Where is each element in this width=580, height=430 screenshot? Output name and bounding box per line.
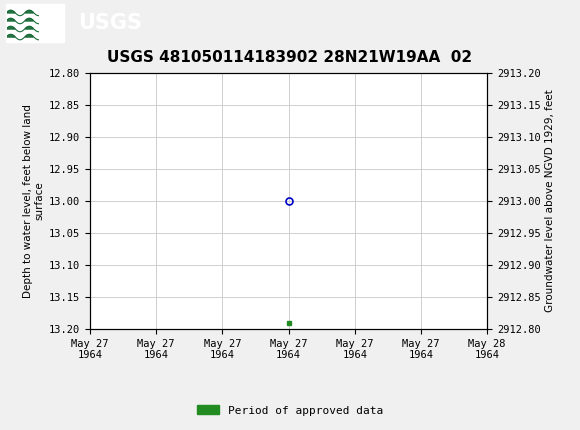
- Legend: Period of approved data: Period of approved data: [193, 401, 387, 420]
- Bar: [6, 3, 64, 42]
- Y-axis label: Depth to water level, feet below land
surface: Depth to water level, feet below land su…: [23, 104, 45, 298]
- Text: USGS: USGS: [78, 12, 142, 33]
- Text: USGS 481050114183902 28N21W19AA  02: USGS 481050114183902 28N21W19AA 02: [107, 49, 473, 64]
- Y-axis label: Groundwater level above NGVD 1929, feet: Groundwater level above NGVD 1929, feet: [545, 89, 555, 313]
